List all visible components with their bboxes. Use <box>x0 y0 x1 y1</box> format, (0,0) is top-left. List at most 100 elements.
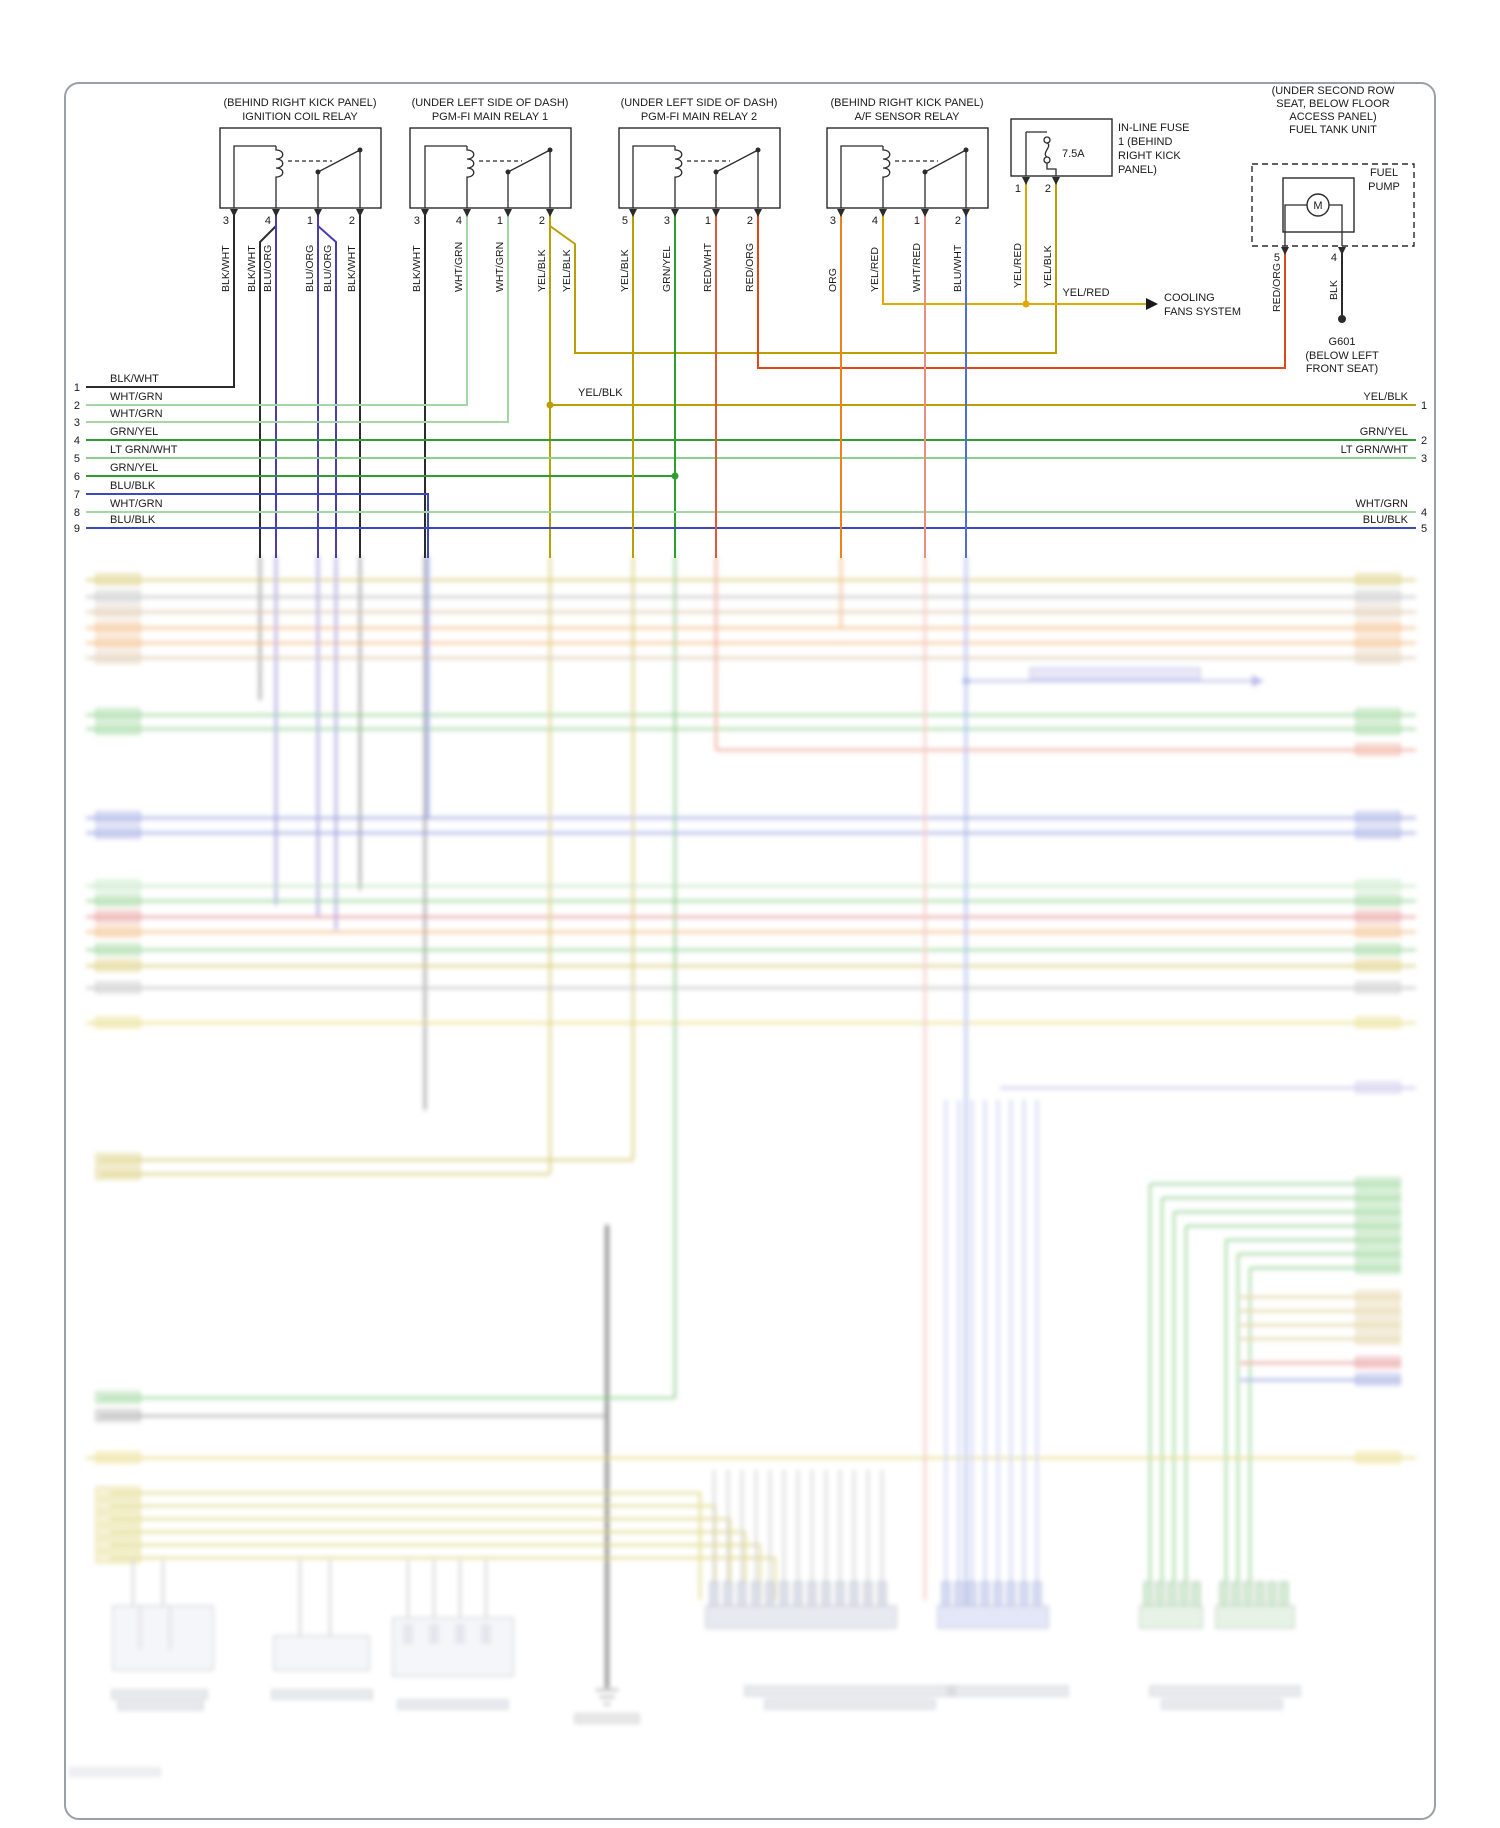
pin-number: 5 <box>622 215 628 227</box>
wire-color-label: BLK/WHT <box>346 245 358 292</box>
pin-number: 2 <box>539 215 545 227</box>
wire-color-label: BLU/BLK <box>1363 514 1409 526</box>
wire-color-label: WHT/GRN <box>110 408 163 420</box>
pin-number: 3 <box>223 215 229 227</box>
relay-box <box>826 127 989 209</box>
pin-number: 1 <box>1421 400 1427 412</box>
pin-number: 2 <box>1421 435 1427 447</box>
wires: YEL/BLK <box>86 178 1416 558</box>
relay-name-label: PGM-FI MAIN RELAY 1 <box>432 111 548 123</box>
pin-number: 3 <box>74 417 80 429</box>
relay-pgmfi-main-1: (UNDER LEFT SIDE OF DASH) PGM-FI MAIN RE… <box>409 97 573 292</box>
relay-location-label: (UNDER LEFT SIDE OF DASH) <box>412 97 569 109</box>
relay-coil <box>275 146 284 208</box>
wire-color-label: GRN/YEL <box>110 462 158 474</box>
wire-color-label: RED/ORG <box>744 243 756 292</box>
relay-contact <box>922 169 928 175</box>
pin-number: 3 <box>1421 453 1427 465</box>
ground-name: G601 <box>1329 336 1356 348</box>
relay-coil <box>882 146 891 208</box>
relay-pgmfi-main-2: (UNDER LEFT SIDE OF DASH) PGM-FI MAIN RE… <box>618 97 781 292</box>
wire-color-label: BLU/ORG <box>304 245 316 292</box>
pin-number: 4 <box>1421 507 1427 519</box>
connector-block <box>273 1635 370 1671</box>
relay-coil <box>466 146 475 208</box>
relay-name-label: A/F SENSOR RELAY <box>855 111 961 123</box>
wire-redorg-to-fuel-pump <box>757 210 1286 369</box>
wire-color-label: YEL/BLK <box>536 249 548 292</box>
pin-number: 2 <box>349 215 355 227</box>
motor-letter: M <box>1313 200 1322 212</box>
wire-color-label: LT GRN/WHT <box>1341 444 1409 456</box>
wire-color-label: GRN/YEL <box>110 426 158 438</box>
pin-arrowheads <box>421 209 554 217</box>
wire-yelred-cooling <box>882 210 1146 305</box>
pin-number: 5 <box>1274 252 1280 264</box>
relay-box <box>409 127 572 209</box>
relay-location-label: (BEHIND RIGHT KICK PANEL) <box>223 97 376 109</box>
relay-name-label: IGNITION COIL RELAY <box>242 111 358 123</box>
relay-contact <box>547 147 553 153</box>
relay-coil-lead <box>233 145 276 208</box>
pin-arrowheads <box>1022 177 1060 185</box>
wire-color-label: BLK <box>1328 280 1340 300</box>
pin-number: 9 <box>74 523 80 535</box>
wire-color-label: BLU/BLK <box>110 514 156 526</box>
wire-color-label: WHT/RED <box>911 243 923 292</box>
fuse-label: IN-LINE FUSE <box>1118 122 1190 134</box>
wire-color-label: GRN/YEL <box>661 246 673 292</box>
wire-blublk-row7 <box>86 493 429 558</box>
wire-color-label: WHT/GRN <box>110 498 163 510</box>
fuel-tank-dashed-box <box>1251 163 1415 247</box>
pin-number: 1 <box>705 215 711 227</box>
wire-color-label: BLK/WHT <box>411 245 423 292</box>
pin-arrowheads <box>230 209 364 217</box>
wire-color-label: RED/ORG <box>1271 263 1283 312</box>
relay-ignition-coil: (BEHIND RIGHT KICK PANEL) IGNITION COIL … <box>219 97 382 292</box>
fuse-label: 1 (BEHIND <box>1118 136 1172 148</box>
pin-arrowheads <box>837 209 970 217</box>
cooling-dest-label: FANS SYSTEM <box>1164 306 1241 318</box>
pin-arrowheads <box>1281 247 1346 255</box>
wire-color-label: LT GRN/WHT <box>110 444 178 456</box>
relay-switch <box>715 149 759 208</box>
relay-af-sensor: (BEHIND RIGHT KICK PANEL) A/F SENSOR REL… <box>826 97 989 292</box>
relay-name-label: PGM-FI MAIN RELAY 2 <box>641 111 757 123</box>
pin-number: 2 <box>955 215 961 227</box>
ground-g601: G601 (BELOW LEFT FRONT SEAT) <box>1305 315 1379 375</box>
wire-whtgrn-row3 <box>86 210 509 423</box>
pin-number: 3 <box>414 215 420 227</box>
pin-number: 3 <box>664 215 670 227</box>
wire-bluorg-branch <box>317 225 337 558</box>
relay-switch <box>924 149 967 208</box>
wire-color-label: BLU/ORG <box>322 245 334 292</box>
connector-block <box>112 1605 214 1671</box>
cooling-dest-label: COOLING <box>1164 292 1215 304</box>
wire-color-label: BLU/WHT <box>952 244 964 292</box>
relay-contact <box>315 169 321 175</box>
fuel-tank-unit: (UNDER SECOND ROW SEAT, BELOW FLOOR ACCE… <box>1251 85 1415 312</box>
fuse-terminal <box>1043 156 1051 164</box>
wire-color-label: YEL/BLK <box>619 249 631 292</box>
wire-color-label: WHT/GRN <box>110 391 163 403</box>
fuel-pump-box <box>1282 177 1355 233</box>
wire-color-label: WHT/GRN <box>494 242 506 292</box>
pin-number: 6 <box>74 471 80 483</box>
inline-fuse-1: 7.5A IN-LINE FUSE 1 (BEHIND RIGHT KICK P… <box>1010 118 1190 288</box>
arrow-right-icon <box>1146 298 1158 310</box>
wire-whtgrn-row2 <box>86 210 468 406</box>
relay-coil-lead <box>840 145 883 208</box>
relay-location-label: (UNDER LEFT SIDE OF DASH) <box>621 97 778 109</box>
ground-location: FRONT SEAT) <box>1306 363 1378 375</box>
pin-number: 4 <box>456 215 462 227</box>
relay-switch <box>507 149 551 208</box>
relay-coil-lead <box>424 145 467 208</box>
wire-color-label: YEL/BLK <box>1363 391 1408 403</box>
fuel-pump-label: FUEL <box>1370 167 1398 179</box>
relay-contact <box>713 169 719 175</box>
fuse-label: RIGHT KICK <box>1118 150 1181 162</box>
pin-number: 1 <box>74 382 80 394</box>
pin-number: 2 <box>1045 183 1051 195</box>
relay-location-label: (BEHIND RIGHT KICK PANEL) <box>830 97 983 109</box>
